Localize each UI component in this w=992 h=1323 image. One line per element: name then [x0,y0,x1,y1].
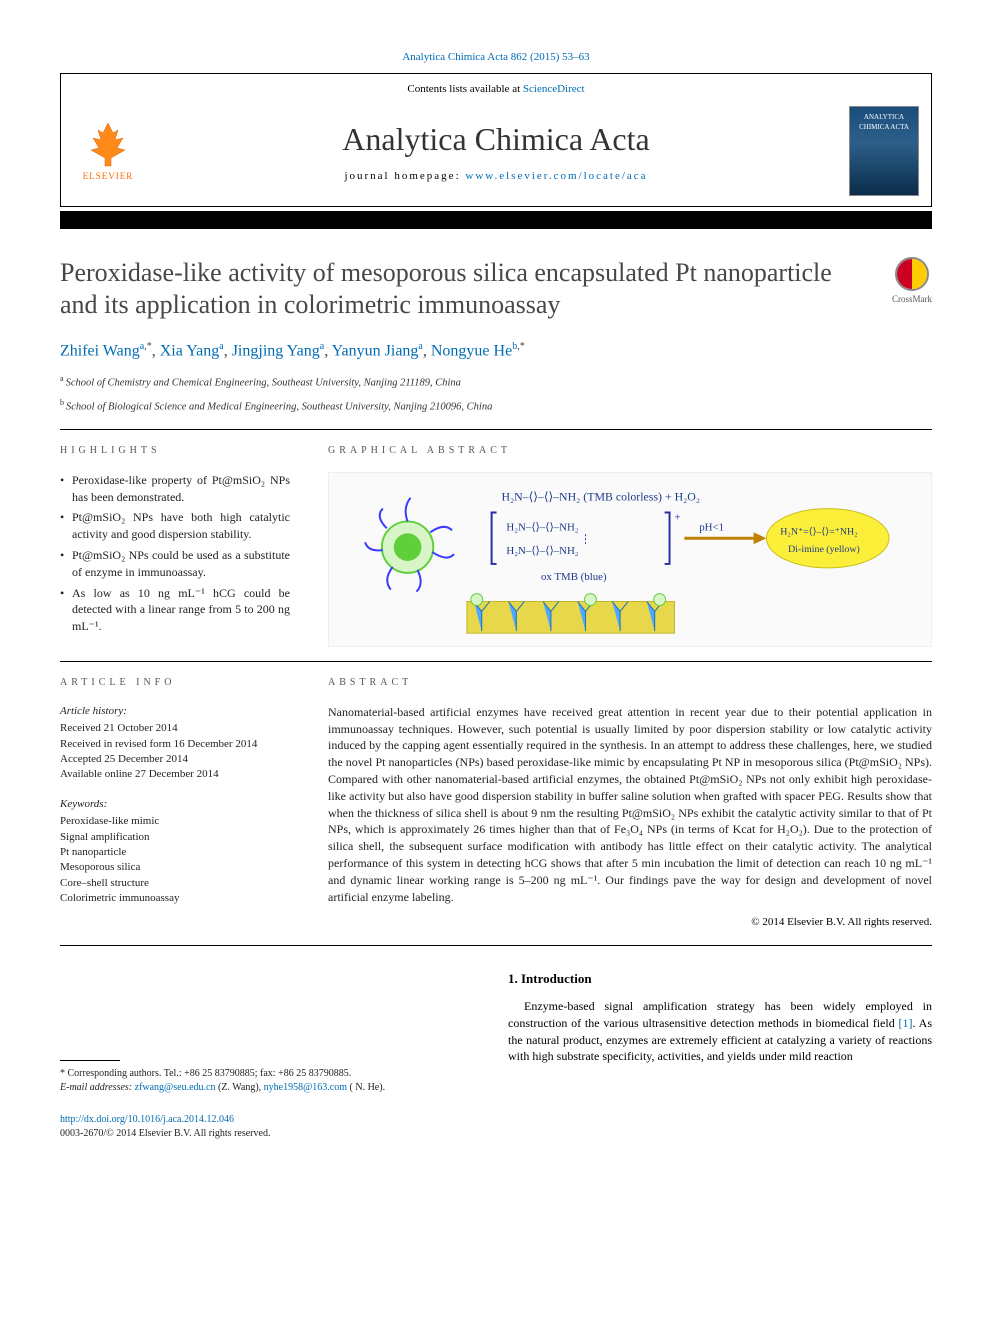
ga-left-block-1: H₂N–⟨⟩–⟨⟩–NH₂ [506,521,578,533]
divider-1 [60,429,932,430]
abstract-text: Nanomaterial-based artificial enzymes ha… [328,704,932,906]
article-info: Article history: Received 21 October 201… [60,704,290,783]
affiliation-b-text: School of Biological Science and Medical… [66,401,492,412]
author-5-corr: ,* [517,341,525,352]
article-title: Peroxidase-like activity of mesoporous s… [60,257,872,322]
homepage-prefix: journal homepage: [344,170,465,182]
ga-left-block-2: H₂N–⟨⟩–⟨⟩–NH₂ [506,545,578,557]
abstract-head: ABSTRACT [328,676,932,690]
ga-ph-label: pH<1 [699,521,724,533]
journal-homepage-line: journal homepage: www.elsevier.com/locat… [143,169,849,184]
graphical-abstract-head: GRAPHICAL ABSTRACT [328,444,932,458]
cover-thumb-title: ANALYTICA CHIMICA ACTA [850,107,918,133]
corresponding-note: * Corresponding authors. Tel.: +86 25 83… [60,1067,470,1081]
author-3-aff: a [320,341,324,352]
keyword: Signal amplification [60,830,290,845]
crossmark-icon [895,257,929,291]
ref-link-1[interactable]: [1] [899,1016,913,1030]
author-4[interactable]: Yanyun Jiang [332,342,419,359]
crossmark-badge[interactable]: CrossMark [892,257,932,306]
contents-prefix: Contents lists available at [407,83,522,95]
ga-diimine-1: H₂N⁺=⟨⟩–⟨⟩=⁺NH₂ [780,526,857,537]
doi-link[interactable]: http://dx.doi.org/10.1016/j.aca.2014.12.… [60,1114,234,1125]
ga-ox-label: ox TMB (blue) [541,571,607,583]
highlights-list: Peroxidase-like property of Pt@mSiO₂ NPs… [60,472,290,635]
graphical-abstract: H₂N–⟨⟩–⟨⟩–NH₂ (TMB colorless) + H₂O₂ + H… [328,472,932,647]
contents-list-line: Contents lists available at ScienceDirec… [61,73,931,101]
history-online: Available online 27 December 2014 [60,767,290,782]
author-2-aff: a [219,341,223,352]
article-info-head: ARTICLE INFO [60,676,290,690]
author-1-corr: ,* [144,341,152,352]
intro-head: 1. Introduction [508,970,932,988]
highlight-item: Peroxidase-like property of Pt@mSiO₂ NPs… [60,472,290,506]
highlight-item: As low as 10 ng mL⁻¹ hCG could be detect… [60,585,290,635]
graphical-abstract-svg: H₂N–⟨⟩–⟨⟩–NH₂ (TMB colorless) + H₂O₂ + H… [329,473,931,646]
footnote-rule [60,1060,120,1061]
header-black-bar [60,211,932,229]
email-label: E-mail addresses: [60,1082,132,1093]
elsevier-logo: ELSEVIER [73,111,143,191]
keyword: Colorimetric immunoassay [60,891,290,906]
history-revised: Received in revised form 16 December 201… [60,737,290,752]
history-accepted: Accepted 25 December 2014 [60,752,290,767]
keyword: Pt nanoparticle [60,845,290,860]
elsevier-tree-icon [83,118,133,168]
author-3[interactable]: Jingjing Yang [232,342,320,359]
author-list: Zhifei Wanga,*, Xia Yanga, Jingjing Yang… [60,340,932,363]
elsevier-text: ELSEVIER [83,170,134,183]
ga-diimine-2: Di-imine (yellow) [788,544,860,555]
header-box: Contents lists available at ScienceDirec… [60,73,932,206]
email-name-2: ( N. He). [347,1082,385,1093]
abstract-copyright: © 2014 Elsevier B.V. All rights reserved… [328,915,932,930]
keywords-block: Keywords: Peroxidase-like mimic Signal a… [60,797,290,907]
keyword: Mesoporous silica [60,860,290,875]
email-link-2[interactable]: nyhe1958@163.com [264,1082,347,1093]
history-received: Received 21 October 2014 [60,721,290,736]
affiliation-b: bSchool of Biological Science and Medica… [60,397,932,415]
email-link-1[interactable]: zfwang@seu.edu.cn [135,1082,216,1093]
affiliation-a-text: School of Chemistry and Chemical Enginee… [66,377,461,388]
journal-cover-thumb: ANALYTICA CHIMICA ACTA [849,106,919,196]
footer-copyright: 0003-2670/© 2014 Elsevier B.V. All right… [60,1127,932,1141]
author-1[interactable]: Zhifei Wang [60,342,140,359]
crossmark-label: CrossMark [892,293,932,306]
highlight-item: Pt@mSiO₂ NPs could be used as a substitu… [60,547,290,581]
divider-3 [60,945,932,946]
journal-reference: Analytica Chimica Acta 862 (2015) 53–63 [60,50,932,65]
page-footer: http://dx.doi.org/10.1016/j.aca.2014.12.… [60,1113,932,1141]
history-head: Article history: [60,704,290,719]
keyword: Peroxidase-like mimic [60,814,290,829]
intro-paragraph: Enzyme-based signal amplification strate… [508,998,932,1065]
author-4-aff: a [418,341,422,352]
ga-formula-top: H₂N–⟨⟩–⟨⟩–NH₂ (TMB colorless) + H₂O₂ [501,490,700,504]
journal-title: Analytica Chimica Acta [143,117,849,162]
highlights-head: HIGHLIGHTS [60,444,290,458]
journal-homepage-link[interactable]: www.elsevier.com/locate/aca [465,170,647,182]
keywords-head: Keywords: [60,797,290,812]
divider-2 [60,661,932,662]
sciencedirect-link[interactable]: ScienceDirect [523,83,585,95]
footnotes: * Corresponding authors. Tel.: +86 25 83… [60,1067,470,1095]
author-5[interactable]: Nongyue He [431,342,512,359]
highlight-item: Pt@mSiO₂ NPs have both high catalytic ac… [60,509,290,543]
affiliation-a: aSchool of Chemistry and Chemical Engine… [60,373,932,391]
author-2[interactable]: Xia Yang [160,342,220,359]
email-name-1: (Z. Wang), [215,1082,263,1093]
keyword: Core–shell structure [60,876,290,891]
svg-text:+: + [674,511,680,523]
